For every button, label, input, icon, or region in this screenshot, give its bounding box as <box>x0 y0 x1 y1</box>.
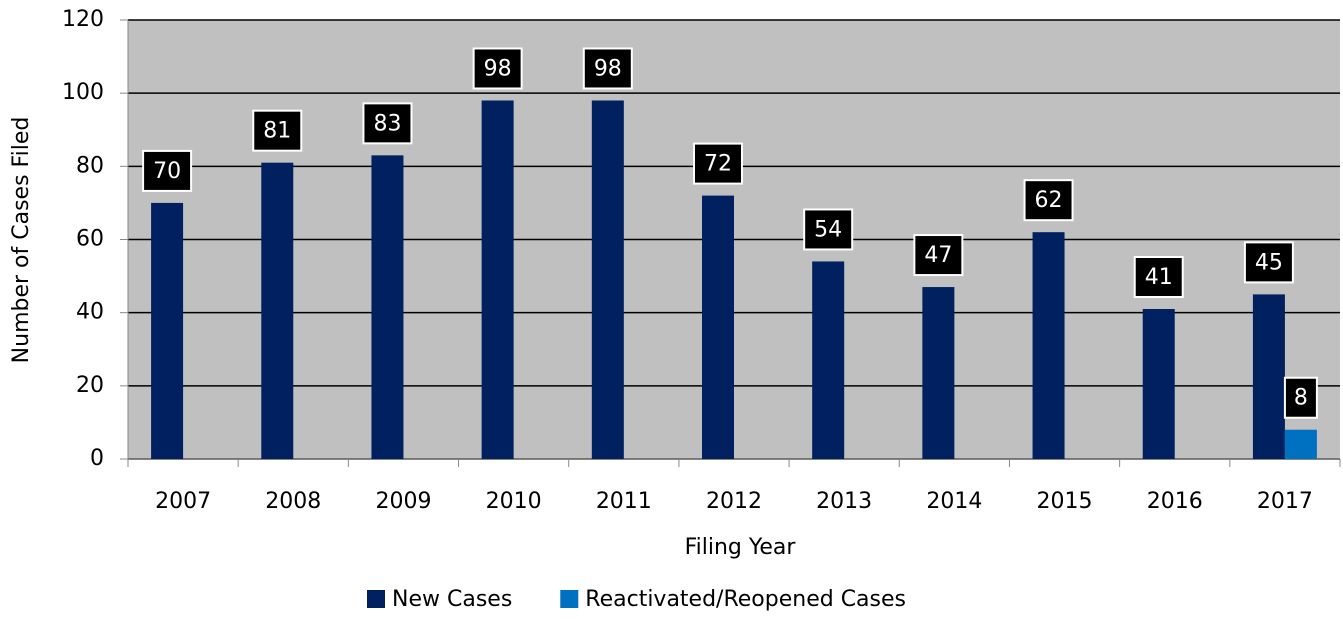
y-tick-label: 60 <box>76 227 104 252</box>
data-label-box <box>1283 376 1318 419</box>
data-label: 83 <box>373 111 401 136</box>
bar <box>1032 232 1065 459</box>
data-label-box <box>693 142 743 185</box>
legend-label: New Cases <box>392 587 512 612</box>
x-tick-label: 2017 <box>1257 489 1313 514</box>
bar <box>481 100 514 459</box>
bar <box>1252 294 1285 459</box>
x-tick-label: 2012 <box>706 489 762 514</box>
bar <box>1284 429 1317 459</box>
x-tick-label: 2015 <box>1037 489 1093 514</box>
y-tick-label: 100 <box>62 80 104 105</box>
y-tick-label: 120 <box>62 7 104 32</box>
x-tick-label: 2013 <box>816 489 872 514</box>
y-tick-label: 0 <box>90 446 104 471</box>
x-tick-label: 2016 <box>1147 489 1203 514</box>
y-tick-label: 40 <box>76 300 104 325</box>
bar <box>151 202 184 459</box>
data-label: 62 <box>1035 188 1063 213</box>
x-tick-label: 2007 <box>155 489 211 514</box>
data-label: 72 <box>704 152 732 177</box>
data-label-box <box>1133 256 1184 299</box>
bar <box>702 195 734 459</box>
data-label-box <box>362 102 413 145</box>
legend-swatch <box>560 590 579 608</box>
legend-swatch <box>367 590 385 608</box>
data-label: 54 <box>814 217 842 242</box>
y-tick-label: 20 <box>76 373 104 398</box>
x-axis-title: Filing Year <box>685 535 797 560</box>
data-label-box <box>1023 179 1074 222</box>
x-tick-label: 2010 <box>486 489 542 514</box>
bar <box>812 261 845 459</box>
data-label: 45 <box>1255 250 1283 275</box>
y-axis-title: Number of Cases Filed <box>9 117 34 364</box>
bar <box>261 162 294 460</box>
data-label-box <box>472 47 523 90</box>
x-tick-label: 2008 <box>265 489 321 514</box>
x-tick-label: 2014 <box>926 489 982 514</box>
data-label: 70 <box>153 159 181 184</box>
bar <box>371 155 404 459</box>
legend-label: Reactivated/Reopened Cases <box>585 587 906 612</box>
data-label-box <box>913 234 964 277</box>
data-label-box <box>582 47 633 90</box>
data-label: 41 <box>1145 265 1173 290</box>
data-label-box <box>803 208 854 251</box>
data-label: 98 <box>594 56 622 81</box>
y-tick-label: 80 <box>76 153 104 178</box>
bar <box>591 100 624 459</box>
data-label-box <box>142 149 193 192</box>
data-label-box <box>252 109 303 152</box>
bar <box>922 287 955 459</box>
bar <box>1142 309 1175 459</box>
data-label: 98 <box>484 56 512 81</box>
data-label-box <box>1243 241 1294 284</box>
x-tick-label: 2009 <box>375 489 431 514</box>
data-label: 81 <box>263 119 291 144</box>
data-label: 47 <box>924 243 952 268</box>
x-tick-label: 2011 <box>596 489 652 514</box>
data-label: 8 <box>1294 386 1308 411</box>
